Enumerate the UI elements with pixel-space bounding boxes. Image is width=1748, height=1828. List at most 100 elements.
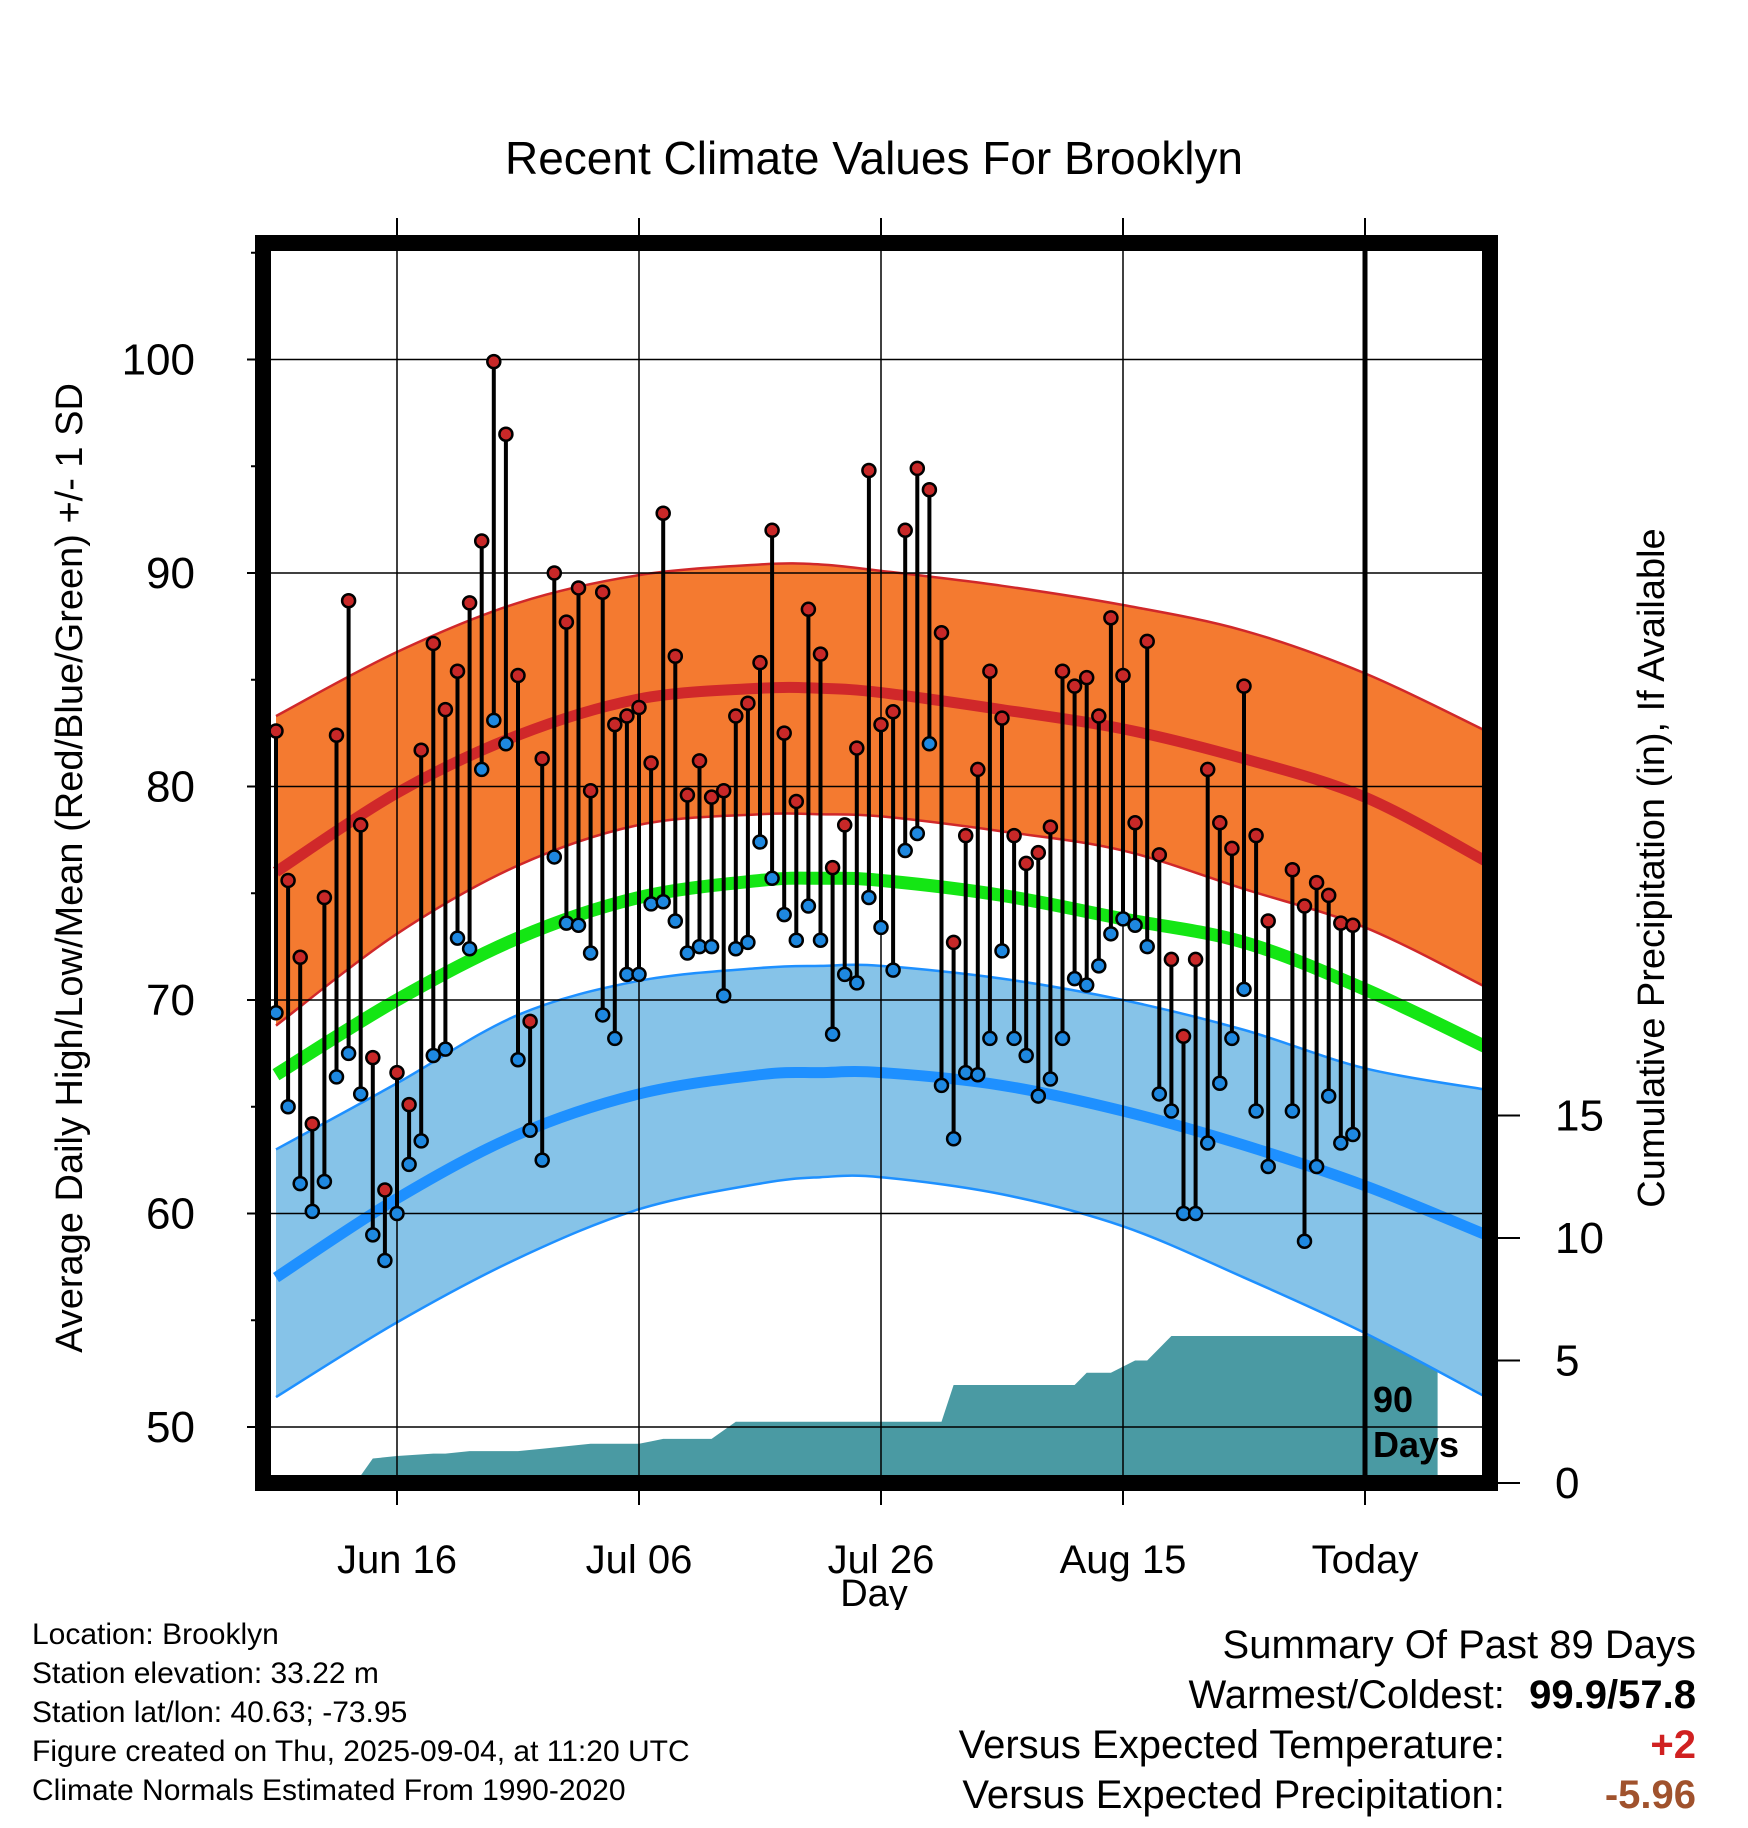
- y-tick-label: 70: [146, 976, 195, 1025]
- daily-low-point: [885, 962, 901, 978]
- daily-high-point: [703, 789, 720, 805]
- daily-low-point: [1030, 1088, 1047, 1104]
- daily-high-point: [836, 817, 853, 833]
- low-sd-band-upper-edge: [275, 963, 1487, 1151]
- precip-area: [276, 1336, 1438, 1483]
- daily-high-point: [885, 704, 901, 720]
- daily-low-point: [389, 1205, 405, 1222]
- climate-chart: Recent Climate Values For Brooklyn 90Day…: [49, 132, 1673, 1610]
- daily-low-point: [316, 1173, 333, 1190]
- daily-high-point: [800, 601, 817, 618]
- daily-high-point: [1127, 815, 1143, 831]
- daily-high-point: [1284, 862, 1301, 878]
- daily-low-point: [824, 1026, 841, 1042]
- x-tick-label: Jul 06: [586, 1538, 693, 1582]
- daily-low-point: [304, 1203, 321, 1220]
- daily-low-point: [1187, 1205, 1204, 1222]
- daily-low-point: [703, 938, 720, 955]
- station-info: Location: Brooklyn Station elevation: 33…: [32, 1615, 690, 1810]
- daily-low-point: [425, 1047, 442, 1064]
- daily-low-point: [401, 1156, 417, 1173]
- daily-low-point: [365, 1227, 381, 1243]
- daily-low-point: [752, 834, 768, 850]
- daily-low-point: [715, 987, 732, 1004]
- daily-high-point: [316, 889, 333, 906]
- daily-high-point: [498, 426, 514, 442]
- daily-low-point: [1163, 1103, 1180, 1119]
- daily-high-point: [812, 646, 829, 662]
- daily-high-point: [861, 462, 877, 479]
- daily-low-point: [268, 1005, 284, 1021]
- daily-high-point: [982, 663, 998, 679]
- daily-low-point: [1054, 1030, 1071, 1047]
- daily-high-point: [328, 727, 345, 744]
- daily-low-point: [1151, 1086, 1168, 1102]
- y-tick-label: 50: [146, 1403, 195, 1452]
- daily-low-point: [1078, 977, 1095, 993]
- daily-low-point: [728, 941, 744, 957]
- daily-low-point: [437, 1041, 454, 1057]
- daily-low-point: [1296, 1233, 1313, 1250]
- daily-low-point: [546, 849, 563, 865]
- daily-high-point: [1115, 667, 1131, 684]
- summary-temp-row: Versus Expected Temperature: +2: [959, 1720, 1696, 1770]
- y2-tick-label: 10: [1555, 1214, 1604, 1263]
- high-sd-band-upper-edge: [275, 562, 1487, 733]
- daily-low-point: [1236, 981, 1252, 998]
- y2-tick-label: 5: [1555, 1337, 1579, 1386]
- daily-high-point: [679, 787, 696, 803]
- daily-high-point: [1236, 678, 1252, 694]
- daily-low-point: [994, 943, 1010, 959]
- daily-high-point: [461, 595, 478, 611]
- daily-high-point: [945, 934, 962, 951]
- today-days-label-word: Days: [1373, 1424, 1459, 1465]
- warmest-label: Warmest/Coldest:: [1188, 1673, 1505, 1717]
- daily-low-point: [498, 736, 514, 752]
- daily-high-point: [776, 725, 792, 741]
- daily-high-point: [643, 755, 659, 771]
- daily-low-point: [340, 1045, 357, 1062]
- daily-high-point: [413, 742, 429, 758]
- daily-high-point: [1103, 610, 1119, 626]
- daily-low-point: [909, 825, 926, 842]
- daily-high-point: [740, 695, 756, 711]
- daily-high-point: [1308, 874, 1325, 891]
- daily-low-point: [461, 941, 478, 957]
- daily-low-point: [1212, 1075, 1228, 1092]
- x-tick-label: Today: [1312, 1538, 1419, 1582]
- summary-heading: Summary Of Past 89 Days: [1222, 1623, 1696, 1667]
- daily-high-point: [1296, 898, 1313, 914]
- daily-low-point: [861, 889, 877, 906]
- y2-axis-label: Cumulative Precipitation (in), If Availa…: [1631, 528, 1673, 1207]
- daily-low-point: [812, 932, 829, 948]
- daily-high-point: [292, 949, 308, 966]
- daily-high-point: [340, 593, 357, 609]
- y-tick-label: 80: [146, 763, 195, 812]
- daily-high-point: [1006, 827, 1022, 844]
- y-axis-label: Average Daily High/Low/Mean (Red/Blue/Gr…: [49, 383, 91, 1353]
- daily-low-point: [655, 894, 671, 910]
- precip-label: Versus Expected Precipitation:: [962, 1773, 1505, 1817]
- daily-high-point: [1224, 840, 1240, 857]
- daily-high-point: [1175, 1028, 1192, 1045]
- normals-text: Climate Normals Estimated From 1990-2020: [32, 1774, 626, 1807]
- daily-low-point: [582, 945, 599, 961]
- daily-low-point: [945, 1131, 962, 1147]
- daily-high-point: [594, 584, 611, 600]
- temp-label: Versus Expected Temperature:: [958, 1723, 1505, 1767]
- daily-low-point: [982, 1030, 998, 1047]
- daily-high-point: [352, 817, 369, 833]
- latlon-text: Station lat/lon: 40.63; -73.95: [32, 1696, 408, 1729]
- daily-low-point: [921, 736, 938, 752]
- daily-high-point: [1187, 951, 1204, 968]
- daily-high-point: [764, 522, 780, 539]
- daily-high-point: [473, 533, 490, 549]
- daily-low-point: [643, 896, 659, 912]
- chart-title: Recent Climate Values For Brooklyn: [505, 132, 1243, 184]
- y-tick-label: 100: [122, 336, 195, 385]
- daily-low-point: [849, 975, 865, 991]
- daily-low-point: [1042, 1071, 1059, 1087]
- x-tick-label: Jun 16: [337, 1538, 457, 1582]
